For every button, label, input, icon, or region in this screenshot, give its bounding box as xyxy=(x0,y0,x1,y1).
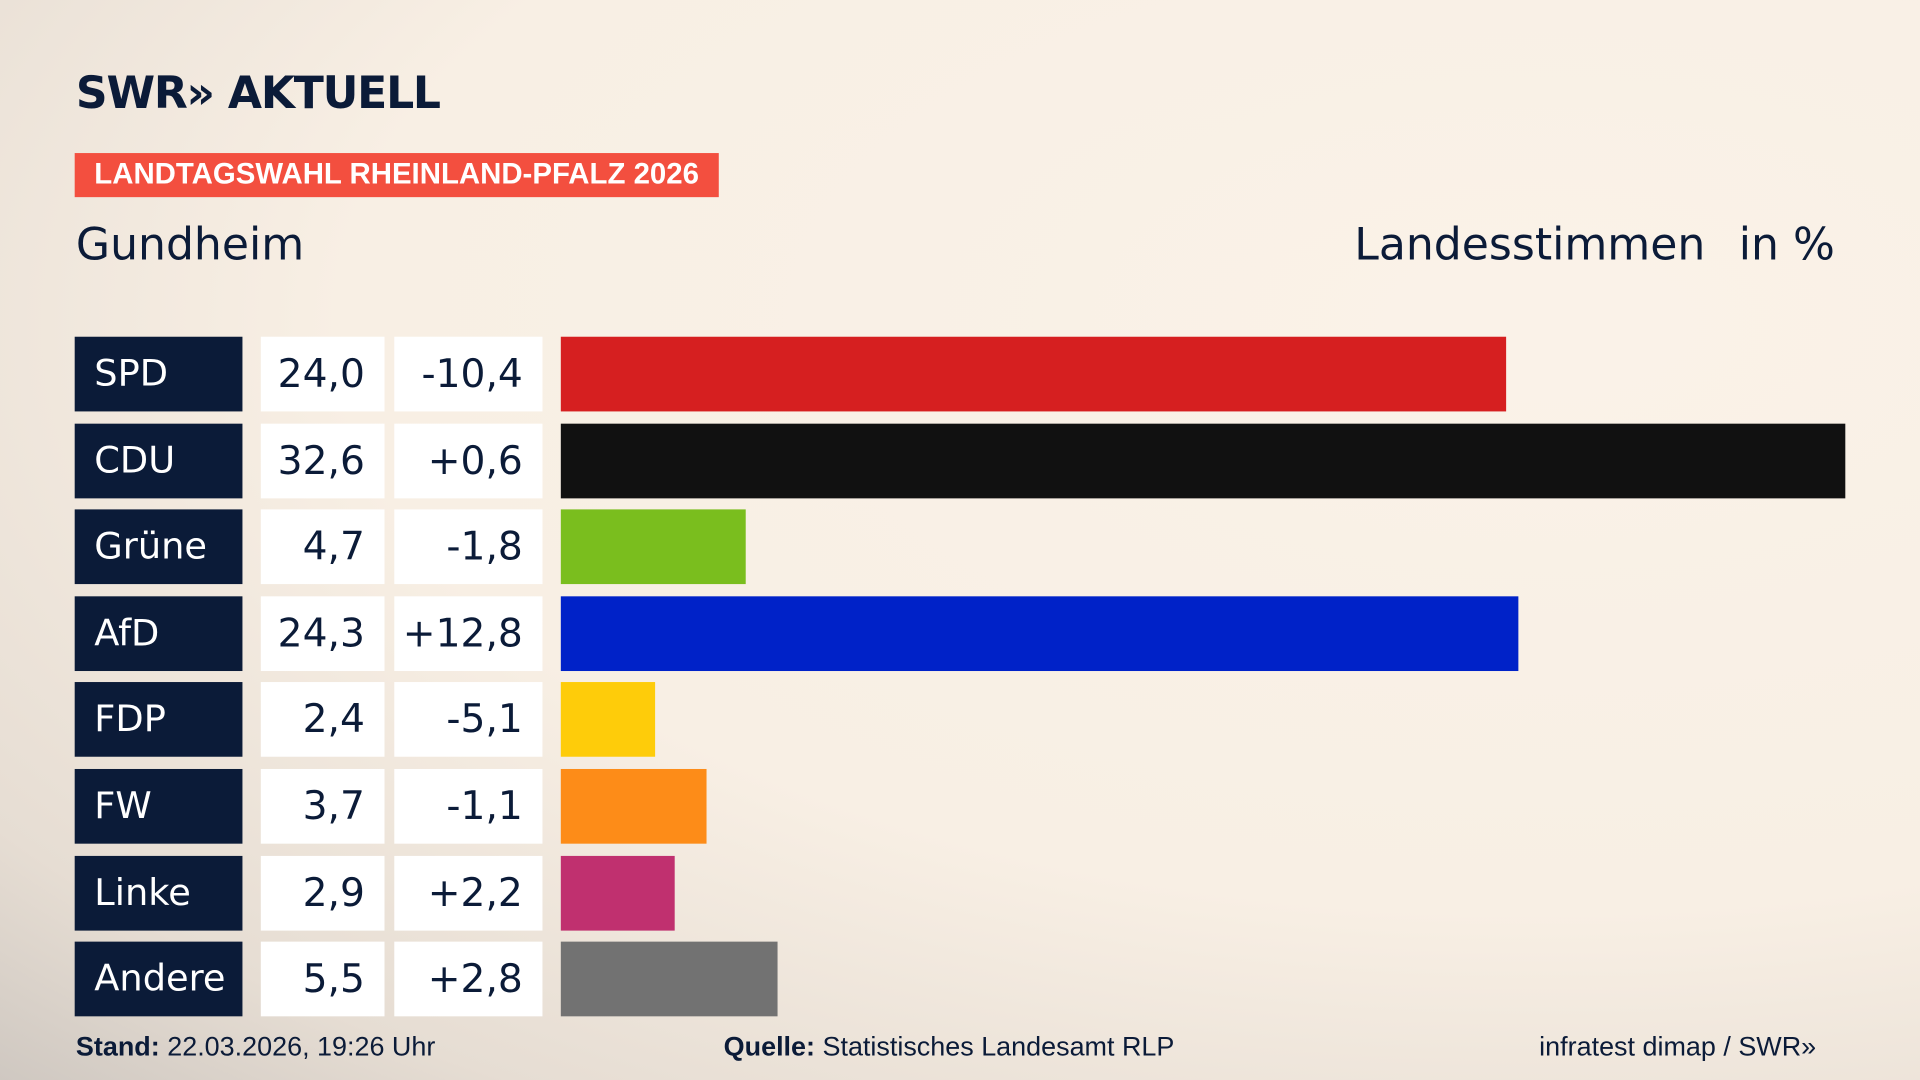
change-label: +12,8 xyxy=(394,596,543,671)
change-label: -10,4 xyxy=(394,336,543,412)
value-label: 3,7 xyxy=(260,768,385,844)
bar xyxy=(560,768,707,844)
change-label: +2,2 xyxy=(394,855,543,931)
measure-label: Landesstimmen xyxy=(1354,220,1706,271)
place-title: Gundheim xyxy=(75,220,305,271)
party-label: Andere xyxy=(74,941,243,1017)
bar xyxy=(560,682,656,758)
bar xyxy=(560,596,1519,671)
party-label: AfD xyxy=(74,596,243,671)
stand-value: 22.03.2026, 19:26 Uhr xyxy=(167,1031,436,1062)
bar xyxy=(560,509,747,585)
source-label: Quelle: xyxy=(723,1031,815,1062)
election-badge: LANDTAGSWAHL RHEINLAND-PFALZ 2026 xyxy=(74,153,719,198)
value-label: 2,9 xyxy=(260,855,385,931)
change-label: -1,1 xyxy=(394,768,543,844)
party-label: CDU xyxy=(74,423,243,498)
bar xyxy=(560,941,778,1017)
bar xyxy=(560,423,1846,498)
party-label: Grüne xyxy=(74,509,243,585)
value-label: 24,0 xyxy=(260,336,385,412)
source-value: Statistisches Landesamt RLP xyxy=(822,1031,1175,1062)
credit: infratest dimap / SWR» xyxy=(1539,1031,1817,1062)
party-label: Linke xyxy=(74,855,243,931)
change-label: -1,8 xyxy=(394,509,543,585)
value-label: 5,5 xyxy=(260,941,385,1017)
unit-label: in % xyxy=(1738,220,1835,271)
value-label: 32,6 xyxy=(260,423,385,498)
value-label: 2,4 xyxy=(260,682,385,758)
timestamp: Stand: 22.03.2026, 19:26 Uhr xyxy=(76,1031,435,1063)
value-label: 4,7 xyxy=(260,509,385,585)
swr-aktuell-logo: SWR» AKTUELL xyxy=(75,68,441,119)
source: Quelle: Statistisches Landesamt RLP xyxy=(724,1031,1175,1063)
party-label: SPD xyxy=(74,336,243,412)
bar xyxy=(560,855,676,931)
bar xyxy=(560,336,1507,412)
party-label: FW xyxy=(74,768,243,844)
change-label: -5,1 xyxy=(394,682,543,758)
change-label: +2,8 xyxy=(394,941,543,1017)
party-label: FDP xyxy=(74,682,243,758)
value-label: 24,3 xyxy=(260,596,385,671)
change-label: +0,6 xyxy=(394,423,543,498)
stand-label: Stand: xyxy=(75,1031,160,1062)
